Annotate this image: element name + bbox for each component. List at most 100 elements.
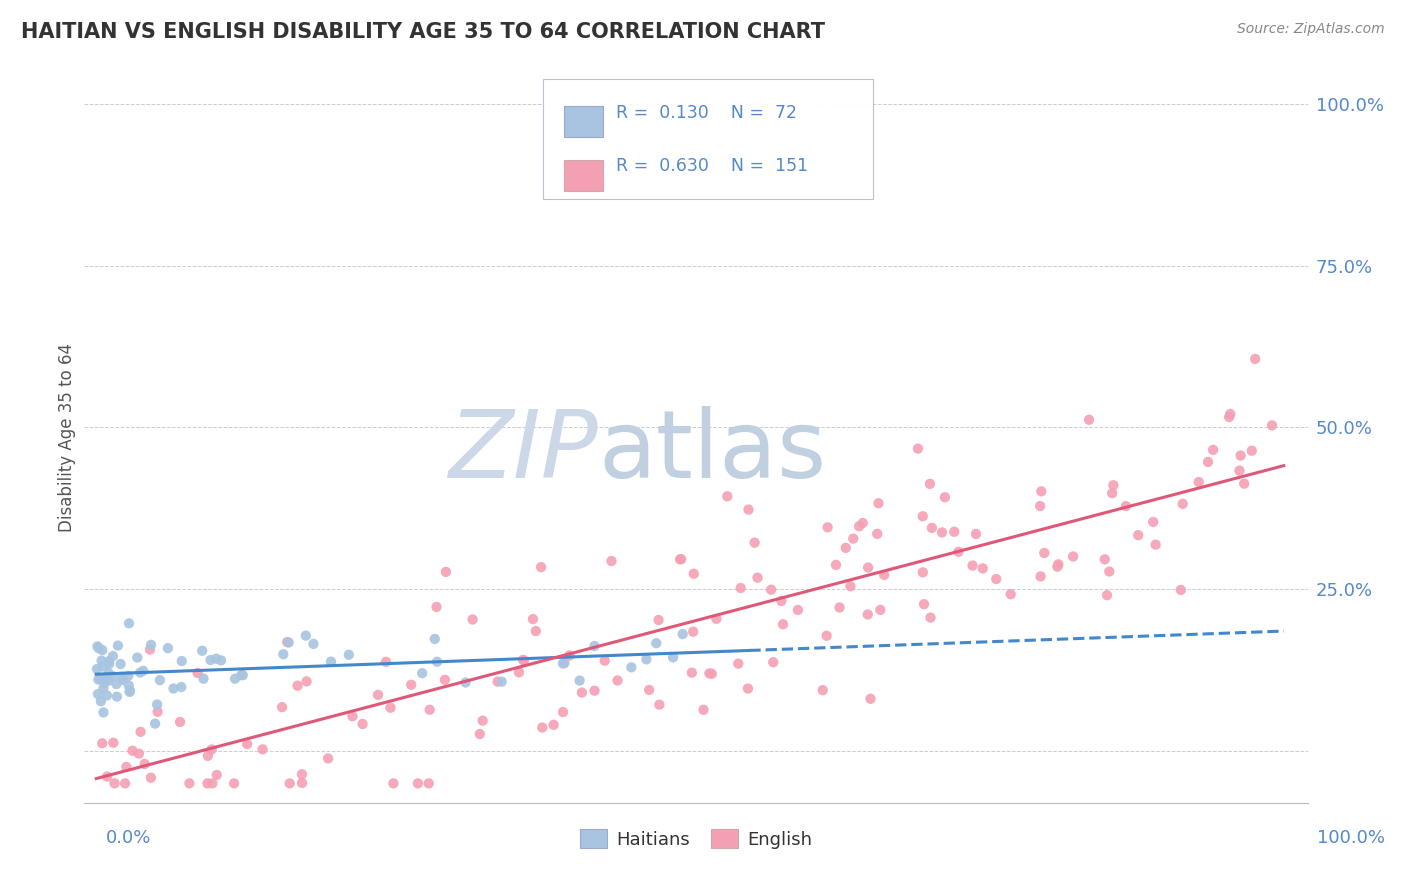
Point xyxy=(93,673,115,688)
Point xyxy=(91,736,114,750)
Point xyxy=(645,636,668,650)
Point xyxy=(744,535,766,549)
Point xyxy=(139,638,162,652)
Point xyxy=(1128,528,1150,542)
Point xyxy=(127,650,149,665)
Point xyxy=(468,727,491,741)
Point xyxy=(209,653,232,667)
Point xyxy=(543,718,565,732)
Point xyxy=(815,629,838,643)
Point xyxy=(252,742,274,756)
Point xyxy=(110,657,132,671)
Text: ZIP: ZIP xyxy=(449,406,598,497)
Point xyxy=(825,558,848,572)
Text: R =  0.630    N =  151: R = 0.630 N = 151 xyxy=(616,158,808,176)
Point xyxy=(461,613,484,627)
Point xyxy=(1218,410,1240,425)
Point xyxy=(682,566,704,581)
Point xyxy=(97,673,120,688)
Point xyxy=(118,678,141,692)
Point xyxy=(912,597,935,611)
Point xyxy=(91,659,114,673)
Point xyxy=(197,748,219,763)
Point xyxy=(87,673,110,687)
Point xyxy=(236,737,259,751)
Point xyxy=(291,776,314,790)
Point xyxy=(1102,478,1125,492)
Point xyxy=(706,612,728,626)
Point xyxy=(600,554,623,568)
Point xyxy=(1094,552,1116,566)
Point xyxy=(273,647,295,661)
Point xyxy=(91,643,114,657)
Point xyxy=(839,579,862,593)
Point xyxy=(934,490,956,504)
Point xyxy=(513,654,536,668)
Point xyxy=(1240,443,1263,458)
Point xyxy=(1095,588,1118,602)
FancyBboxPatch shape xyxy=(564,106,603,137)
Text: R =  0.130    N =  72: R = 0.130 N = 72 xyxy=(616,104,797,122)
Point xyxy=(411,666,433,681)
Point xyxy=(295,629,318,643)
Point xyxy=(205,768,228,782)
Point xyxy=(87,687,110,701)
Point xyxy=(551,705,574,719)
Point xyxy=(98,654,121,668)
Point xyxy=(471,714,494,728)
Point xyxy=(759,582,782,597)
Point xyxy=(962,558,984,573)
Point xyxy=(278,776,301,790)
Point xyxy=(986,572,1008,586)
Point xyxy=(129,665,152,680)
Point xyxy=(271,700,294,714)
Point xyxy=(868,496,890,510)
Point xyxy=(859,691,882,706)
Point xyxy=(375,655,398,669)
Point xyxy=(143,716,166,731)
Point xyxy=(111,673,134,687)
Point xyxy=(931,525,953,540)
Point xyxy=(419,703,441,717)
Point xyxy=(291,767,314,781)
Point xyxy=(911,509,934,524)
Point xyxy=(232,668,254,682)
Point xyxy=(352,717,374,731)
Point xyxy=(730,581,752,595)
Point xyxy=(337,648,360,662)
Point xyxy=(911,566,934,580)
FancyBboxPatch shape xyxy=(543,78,873,200)
Point xyxy=(907,442,929,456)
Point xyxy=(558,648,581,663)
Point xyxy=(107,639,129,653)
Point xyxy=(434,565,457,579)
Point xyxy=(86,662,108,676)
Point xyxy=(856,607,879,622)
Point xyxy=(700,666,723,681)
Point xyxy=(118,685,141,699)
Point xyxy=(93,681,115,696)
Point xyxy=(1101,486,1123,500)
Point xyxy=(662,650,685,665)
Point xyxy=(948,545,970,559)
Point xyxy=(316,751,339,765)
Point xyxy=(512,653,534,667)
Point xyxy=(118,684,141,698)
Point xyxy=(201,742,224,756)
Point xyxy=(93,706,115,720)
Point xyxy=(287,679,309,693)
Point xyxy=(156,641,179,656)
Point xyxy=(869,603,891,617)
Point xyxy=(593,654,616,668)
Point xyxy=(873,568,896,582)
Point xyxy=(638,682,661,697)
Point xyxy=(772,617,794,632)
Point xyxy=(1244,351,1267,366)
Point xyxy=(105,677,128,691)
Point xyxy=(551,657,574,671)
Point xyxy=(1219,407,1241,421)
Point xyxy=(648,698,671,712)
Point xyxy=(380,700,402,714)
Point xyxy=(1233,476,1256,491)
Point xyxy=(583,683,606,698)
